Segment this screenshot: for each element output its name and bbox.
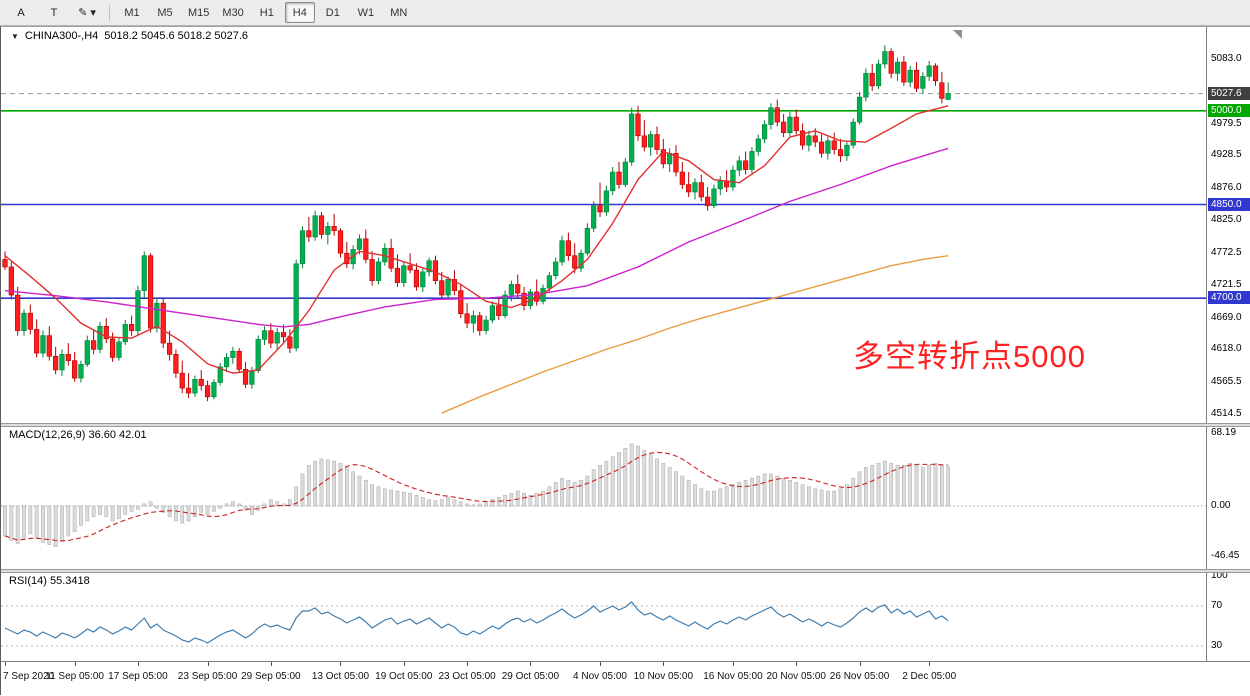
- font-tool-button[interactable]: A: [17, 6, 25, 19]
- time-label: 10 Nov 05:00: [633, 671, 694, 682]
- price-tick: 4565.5: [1211, 376, 1242, 388]
- draw-tool-button[interactable]: ✎ ▾: [78, 7, 96, 19]
- timeframe-m30[interactable]: M30: [222, 6, 244, 19]
- rsi-chart-canvas[interactable]: [1, 573, 1206, 661]
- time-label: 4 Nov 05:00: [573, 671, 627, 682]
- ma-fast-line: [4, 105, 949, 374]
- time-tick: [929, 662, 931, 666]
- chart-window: ▼ CHINA300-,H4 5018.2 5045.6 5018.2 5027…: [0, 26, 1250, 696]
- symbol-label: CHINA300-,H4: [24, 30, 99, 42]
- price-tick: 4772.5: [1211, 246, 1242, 258]
- candle-wicks: [4, 45, 949, 402]
- price-badge-4700.0: 4700.0: [1208, 291, 1250, 305]
- macd-tick: 0.00: [1211, 500, 1231, 511]
- price-chart-canvas[interactable]: [1, 27, 1206, 423]
- price-panel[interactable]: ▼ CHINA300-,H4 5018.2 5045.6 5018.2 5027…: [1, 27, 1206, 423]
- macd-panel[interactable]: MACD(12,26,9) 36.60 42.01: [1, 427, 1206, 569]
- rsi-tick: 100: [1211, 570, 1228, 581]
- time-axis[interactable]: 7 Sep 2020 11 Sep 05:00 17 Sep 05:00 23 Sep…: [1, 661, 1250, 696]
- time-tick: [600, 662, 602, 666]
- chart-header: ▼ CHINA300-,H4 5018.2 5045.6 5018.2 5027…: [11, 30, 248, 42]
- price-tick: 4825.0: [1211, 214, 1242, 226]
- timeframe-w1[interactable]: W1: [357, 6, 375, 19]
- rsi-label: RSI(14) 55.3418: [9, 575, 90, 587]
- time-label: 11 Sep 05:00: [45, 671, 105, 682]
- time-tick: [207, 662, 209, 666]
- time-tick: [270, 662, 272, 666]
- timeframe-d1[interactable]: D1: [325, 6, 340, 19]
- macd-signal-line: [4, 451, 949, 542]
- rsi-tick: 30: [1211, 640, 1223, 651]
- time-tick: [467, 662, 469, 666]
- macd-histogram: [3, 443, 951, 547]
- chart-annotation: 多空转折点5000: [853, 339, 1086, 374]
- price-tick: 4928.5: [1211, 149, 1242, 161]
- rsi-tick: 70: [1211, 600, 1223, 611]
- price-tick: 4721.5: [1211, 278, 1242, 290]
- price-tick: 4618.0: [1211, 343, 1242, 355]
- price-tick: 4514.5: [1211, 408, 1242, 419]
- ma-mid-line: [4, 147, 949, 328]
- time-tick: [403, 662, 405, 666]
- macd-label: MACD(12,26,9) 36.60 42.01: [9, 429, 147, 441]
- rsi-panel[interactable]: RSI(14) 55.3418: [1, 573, 1206, 661]
- candles: [2, 51, 951, 398]
- text-tool-button[interactable]: T: [50, 6, 58, 19]
- time-label: 19 Oct 05:00: [375, 671, 433, 682]
- ohlc-values: 5018.2 5045.6 5018.2 5027.6: [104, 30, 249, 42]
- time-tick: [5, 662, 6, 666]
- chart-shift-marker[interactable]: [953, 30, 962, 39]
- price-tick: 4669.0: [1211, 311, 1242, 323]
- price-tick: 4979.5: [1211, 117, 1242, 129]
- time-tick: [732, 662, 734, 666]
- price-badge-4850.0: 4850.0: [1208, 197, 1250, 211]
- time-tick: [340, 662, 342, 666]
- price-badge-5000.0: 5000.0: [1208, 103, 1250, 117]
- toolbar-left-group: A T ✎ ▾: [6, 2, 102, 23]
- time-label: 7 Sep 2020: [3, 671, 55, 682]
- time-tick: [74, 662, 76, 666]
- timeframe-m15[interactable]: M15: [188, 6, 210, 19]
- timeframe-h4[interactable]: H4: [284, 2, 315, 23]
- current-price-badge: 5027.6: [1208, 86, 1250, 100]
- time-label: 2 Dec 05:00: [902, 671, 957, 682]
- price-axis[interactable]: 5083.0 4979.5 4928.5 4876.0 4825.0 4772.5 4721…: [1206, 27, 1250, 661]
- timeframe-h1[interactable]: H1: [259, 6, 274, 19]
- timeframe-m5[interactable]: M5: [157, 6, 173, 19]
- panel-splitter[interactable]: [1, 569, 1250, 573]
- toolbar: A T ✎ ▾ M1 M5 M15 M30 H1 H4 D1 W1 MN: [0, 0, 1250, 26]
- ma-slow-line: [441, 255, 949, 414]
- toolbar-separator: [109, 4, 110, 21]
- time-tick: [530, 662, 532, 666]
- macd-tick: -46.45: [1211, 549, 1240, 561]
- rsi-line: [4, 601, 949, 644]
- time-label: 23 Sep 05:00: [177, 671, 238, 682]
- time-label: 20 Nov 05:00: [766, 671, 827, 682]
- time-label: 23 Oct 05:00: [438, 671, 496, 682]
- price-tick: 4876.0: [1211, 182, 1242, 194]
- time-label: 26 Nov 05:00: [829, 671, 890, 682]
- timeframe-m1[interactable]: M1: [124, 6, 140, 19]
- time-label: 17 Sep 05:00: [108, 671, 168, 682]
- time-label: 13 Oct 05:00: [311, 671, 370, 682]
- collapse-caret-icon[interactable]: ▼: [11, 31, 19, 41]
- panel-splitter[interactable]: [1, 423, 1250, 427]
- macd-tick: 68.19: [1211, 427, 1237, 438]
- time-label: 29 Oct 05:00: [501, 671, 560, 682]
- time-tick: [137, 662, 139, 666]
- time-tick: [796, 662, 798, 666]
- timeframe-mn[interactable]: MN: [390, 6, 408, 19]
- time-tick: [663, 662, 665, 666]
- price-tick: 5083.0: [1211, 53, 1242, 64]
- time-tick: [859, 662, 861, 666]
- time-label: 29 Sep 05:00: [241, 671, 301, 682]
- time-label: 16 Nov 05:00: [703, 671, 763, 682]
- macd-chart-canvas[interactable]: [1, 427, 1206, 569]
- timeframe-group: M1 M5 M15 M30 H1 H4 D1 W1 MN: [117, 2, 414, 23]
